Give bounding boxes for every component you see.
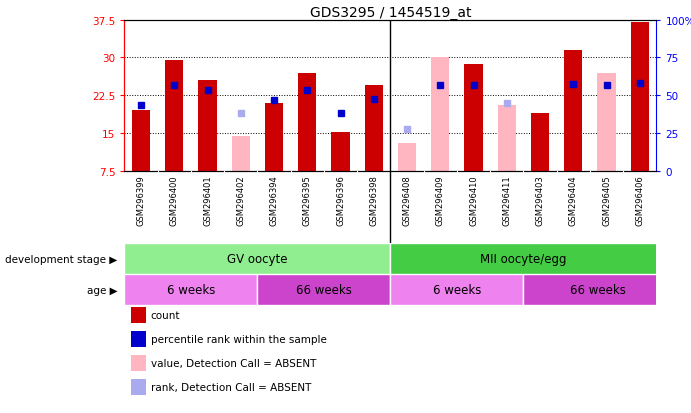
Text: age ▶: age ▶ bbox=[87, 285, 117, 295]
Bar bbox=[598, 74, 616, 171]
Bar bbox=[332, 133, 350, 171]
Bar bbox=[390, 244, 673, 275]
Text: GSM296411: GSM296411 bbox=[502, 175, 511, 225]
Bar bbox=[531, 114, 549, 171]
Bar bbox=[365, 86, 383, 171]
Text: 6 weeks: 6 weeks bbox=[167, 284, 215, 297]
Text: GSM296406: GSM296406 bbox=[635, 175, 644, 225]
Text: count: count bbox=[151, 310, 180, 320]
Text: GSM296404: GSM296404 bbox=[569, 175, 578, 225]
Text: GSM296394: GSM296394 bbox=[269, 175, 278, 225]
Text: 66 weeks: 66 weeks bbox=[570, 284, 626, 297]
Bar bbox=[398, 144, 416, 171]
Text: GSM296399: GSM296399 bbox=[137, 175, 146, 225]
Bar bbox=[124, 275, 257, 306]
Text: rank, Detection Call = ABSENT: rank, Detection Call = ABSENT bbox=[151, 382, 311, 392]
Bar bbox=[124, 244, 390, 275]
Text: GSM296402: GSM296402 bbox=[236, 175, 245, 225]
Bar bbox=[132, 111, 150, 171]
Bar bbox=[231, 136, 250, 171]
Bar bbox=[198, 81, 217, 171]
Text: GSM296410: GSM296410 bbox=[469, 175, 478, 225]
Text: GSM296400: GSM296400 bbox=[170, 175, 179, 225]
Text: value, Detection Call = ABSENT: value, Detection Call = ABSENT bbox=[151, 358, 316, 368]
Bar bbox=[390, 275, 523, 306]
Text: GSM296403: GSM296403 bbox=[536, 175, 545, 225]
Bar bbox=[298, 74, 316, 171]
Bar bbox=[165, 61, 183, 171]
Text: percentile rank within the sample: percentile rank within the sample bbox=[151, 334, 327, 344]
Bar bbox=[265, 104, 283, 171]
Text: GSM296396: GSM296396 bbox=[336, 175, 345, 226]
Text: GSM296409: GSM296409 bbox=[436, 175, 445, 225]
Bar bbox=[464, 64, 483, 171]
Text: MII oocyte/egg: MII oocyte/egg bbox=[480, 253, 567, 266]
Bar bbox=[564, 51, 583, 171]
Bar bbox=[631, 23, 649, 171]
Text: GV oocyte: GV oocyte bbox=[227, 253, 287, 266]
Text: 6 weeks: 6 weeks bbox=[433, 284, 481, 297]
Text: GSM296405: GSM296405 bbox=[602, 175, 611, 225]
Text: GSM296398: GSM296398 bbox=[369, 175, 378, 226]
Bar bbox=[431, 58, 449, 171]
Text: GSM296395: GSM296395 bbox=[303, 175, 312, 225]
Bar bbox=[523, 275, 673, 306]
Text: GSM296408: GSM296408 bbox=[403, 175, 412, 225]
Bar bbox=[257, 275, 390, 306]
Text: GSM296401: GSM296401 bbox=[203, 175, 212, 225]
Text: development stage ▶: development stage ▶ bbox=[6, 254, 117, 264]
Bar bbox=[498, 106, 516, 171]
Title: GDS3295 / 1454519_at: GDS3295 / 1454519_at bbox=[310, 6, 471, 20]
Text: 66 weeks: 66 weeks bbox=[296, 284, 352, 297]
